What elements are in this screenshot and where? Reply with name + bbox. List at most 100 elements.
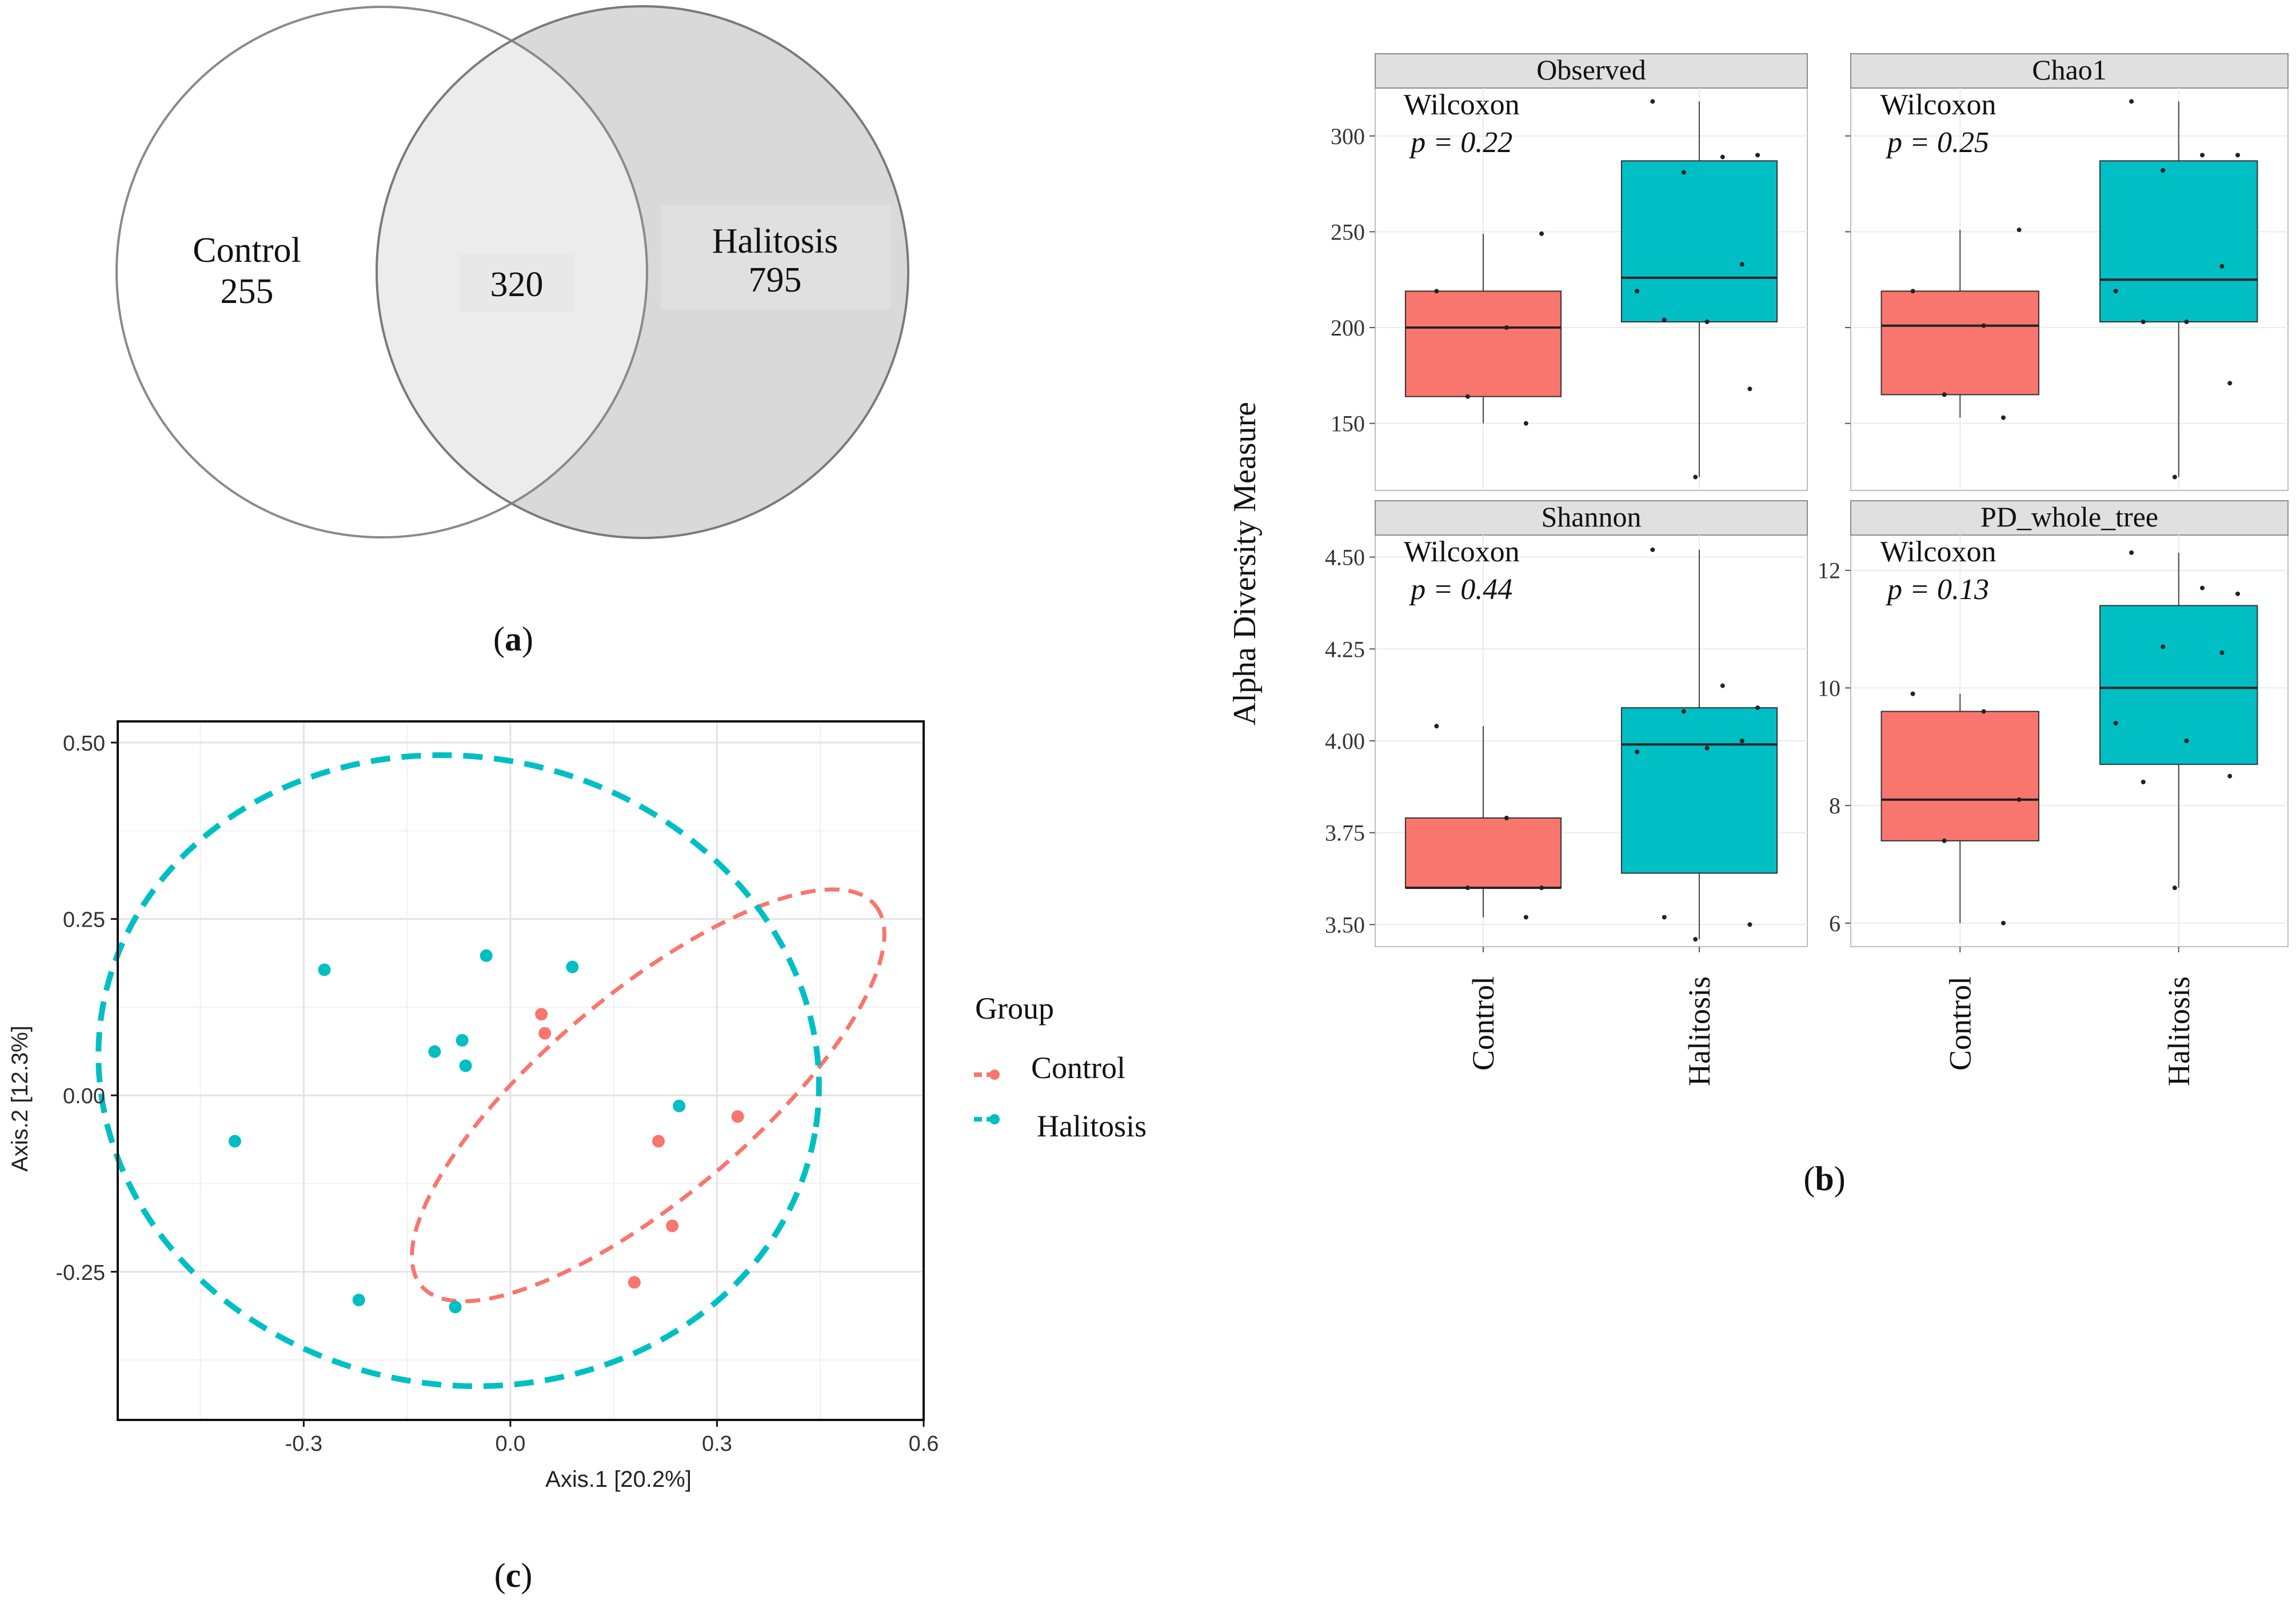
y-tick-label: 6 <box>1829 911 1840 936</box>
data-point <box>2200 153 2205 158</box>
data-point <box>2235 153 2241 158</box>
data-point <box>1539 231 1544 236</box>
data-point <box>2017 797 2022 802</box>
ellipse-halitosis <box>95 752 822 1389</box>
facet-strip-label: Shannon <box>1542 501 1642 533</box>
c-y-axis-label: Axis.2 [12.3%] <box>7 1026 33 1172</box>
y-tick-label: 4.50 <box>1325 545 1365 570</box>
data-point <box>1650 99 1655 104</box>
panel-label-c: (c) <box>494 1557 533 1594</box>
point-halitosis <box>449 1300 462 1314</box>
data-point <box>2184 739 2189 743</box>
data-point <box>1704 745 1710 751</box>
p-value-label: p = 0.25 <box>1885 126 1989 159</box>
c-legend: Group Control Halitosis <box>974 991 1147 1143</box>
data-point <box>1942 838 1947 843</box>
data-point <box>1747 922 1752 927</box>
data-point <box>1910 289 1915 294</box>
venn-label-backdrop <box>661 205 891 309</box>
data-point <box>1747 386 1752 392</box>
facet-strip <box>1375 53 1808 89</box>
box-control <box>1880 711 2039 841</box>
point-halitosis <box>480 949 493 962</box>
data-point <box>2017 228 2022 233</box>
data-point <box>2113 289 2118 294</box>
data-point <box>2200 585 2205 590</box>
plot-background <box>118 721 924 1420</box>
y-tick-label: 0.00 <box>63 1084 105 1108</box>
point-halitosis <box>456 1034 469 1047</box>
y-tick-label: 3.75 <box>1325 820 1365 846</box>
x-tick-label: Halitosis <box>2162 976 2196 1086</box>
point-control <box>628 1276 641 1289</box>
facet-strip <box>1850 53 2289 89</box>
y-tick-label: 12 <box>1818 558 1840 584</box>
facet-strip <box>1850 500 2289 536</box>
data-point <box>2227 773 2233 779</box>
y-tick-label: 8 <box>1829 793 1840 819</box>
venn-count-halitosis: 795 <box>749 261 802 300</box>
x-tick-label: 0.6 <box>909 1432 939 1456</box>
legend-label-control: Control <box>1031 1051 1125 1085</box>
data-point <box>1434 289 1439 294</box>
box-control <box>1404 290 1562 397</box>
plot-frame <box>117 720 925 1421</box>
point-halitosis <box>228 1135 241 1148</box>
legend-key-control-dot <box>989 1070 1000 1080</box>
y-tick-label: 3.50 <box>1325 912 1365 937</box>
data-point <box>1465 885 1470 891</box>
data-point <box>1720 683 1725 688</box>
venn-set-label-halitosis: Halitosis <box>712 222 838 261</box>
data-point <box>2129 550 2134 555</box>
point-control <box>731 1110 744 1123</box>
legend-title: Group <box>975 991 1054 1026</box>
test-label: Wilcoxon <box>1404 536 1520 568</box>
data-point <box>1681 709 1686 714</box>
x-tick-label: Control <box>1943 976 1977 1071</box>
venn-circle-control-outline <box>115 6 648 538</box>
facet-pd_whole_tree: PD_whole_tree 6 8 10 12 Wilcoxon p = 0.13 Contr… <box>1818 500 2289 1086</box>
data-point <box>1504 816 1509 820</box>
data-point <box>1539 885 1544 891</box>
box-halitosis <box>2099 605 2258 765</box>
point-control <box>535 1008 548 1021</box>
data-point <box>2113 721 2118 726</box>
y-tick-label: -0.25 <box>55 1261 105 1285</box>
data-point <box>1434 724 1439 729</box>
test-label: Wilcoxon <box>1404 89 1520 121</box>
panel-label-b: (b) <box>1803 1160 1845 1198</box>
data-point <box>1755 153 1760 158</box>
data-point <box>1755 705 1760 711</box>
point-control <box>652 1135 665 1148</box>
test-label: Wilcoxon <box>1880 89 1996 121</box>
x-tick-label: 0.0 <box>496 1432 526 1456</box>
data-point <box>2141 319 2146 324</box>
data-point <box>1739 739 1744 743</box>
p-value-label: p = 0.13 <box>1885 573 1989 606</box>
data-point <box>1942 392 1947 397</box>
data-point <box>2161 644 2166 649</box>
point-halitosis <box>352 1294 365 1307</box>
facet-strip-label: Chao1 <box>2032 54 2107 86</box>
p-value-label: p = 0.22 <box>1408 126 1512 159</box>
data-point <box>2129 99 2134 104</box>
ellipse-control <box>410 887 887 1303</box>
legend-key-halitosis-dot <box>989 1114 1000 1124</box>
data-point <box>1662 915 1667 920</box>
x-tick-label: Halitosis <box>1682 976 1716 1086</box>
point-control <box>538 1027 552 1040</box>
data-point <box>2227 381 2233 386</box>
pcoa-scatter: -0.3 0.0 0.3 0.6 -0.25 0.00 0.25 0.50 <box>55 720 939 1456</box>
data-point <box>1504 325 1509 330</box>
data-point <box>2184 319 2189 324</box>
data-point <box>1635 289 1640 294</box>
facet-observed: Observed 150 200 250 300 Wilcoxon p = 0.22 <box>1331 53 1808 491</box>
data-point <box>2000 920 2006 925</box>
data-point <box>1981 323 1986 328</box>
data-point <box>2235 591 2241 596</box>
y-tick-label: 0.50 <box>63 732 105 756</box>
venn-set-label-control: Control <box>193 231 301 270</box>
point-halitosis <box>566 960 579 973</box>
c-x-axis-label: Axis.1 [20.2%] <box>545 1467 692 1492</box>
